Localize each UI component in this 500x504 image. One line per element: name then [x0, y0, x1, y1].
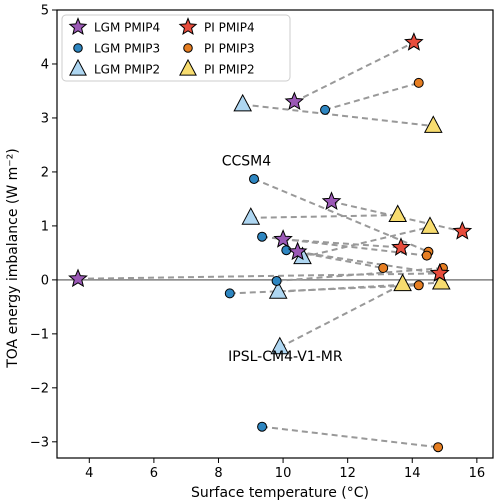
- y-tick-label: 3: [41, 111, 49, 126]
- connector-line: [278, 281, 442, 293]
- lgm-pmip3-point: [257, 421, 268, 432]
- legend-marker: [183, 43, 193, 53]
- connector-line: [229, 284, 419, 295]
- lgm-pmip2-point: [241, 207, 261, 225]
- pi-pmip2-point: [420, 216, 440, 234]
- legend-label: PI PMIP2: [204, 63, 255, 77]
- pi-pmip3-point: [413, 77, 424, 88]
- lgm-pmip3-point: [271, 275, 282, 286]
- lgm-pmip4-point: [321, 191, 342, 210]
- y-axis-title: TOA energy imbalance (W m⁻²): [5, 148, 21, 369]
- connector-line: [324, 81, 419, 111]
- lgm-pmip4-point: [287, 241, 308, 261]
- plot-area: 4 6 8 10 12 14 16−3−2−1012345CCSM4IPSL-CM4-V1-…: [30, 4, 494, 481]
- pi-pmip4-point: [404, 32, 424, 51]
- lgm-pmip3-point: [224, 288, 235, 299]
- lgm-pmip2-point: [268, 281, 288, 299]
- pi-pmip2-point: [388, 204, 408, 222]
- legend-marker: [179, 58, 197, 76]
- pi-pmip3-point: [378, 263, 389, 274]
- x-tick-label: 4: [85, 466, 93, 481]
- legend-marker: [68, 17, 88, 35]
- y-tick-label: 1: [41, 219, 49, 234]
- lgm-pmip4-point: [284, 91, 305, 111]
- axes-frame: [56, 9, 494, 459]
- legend-marker: [178, 17, 198, 35]
- legend-label: LGM PMIP4: [94, 21, 160, 35]
- connector-line: [286, 249, 384, 269]
- legend-label: LGM PMIP3: [94, 42, 160, 56]
- legend-label: PI PMIP3: [204, 42, 255, 56]
- legend-label: LGM PMIP2: [94, 63, 160, 77]
- connector-line: [297, 250, 440, 275]
- pi-pmip4-point: [452, 220, 473, 240]
- connector-line: [293, 41, 415, 103]
- annotation-label: IPSL-CM4-V1-MR: [228, 349, 343, 365]
- legend-marker: [69, 58, 87, 76]
- lgm-pmip3-point: [257, 231, 268, 242]
- connector-line: [276, 267, 444, 282]
- connector-line: [250, 214, 398, 219]
- lgm-pmip2-point: [233, 93, 253, 112]
- x-tick-label: 16: [469, 466, 486, 481]
- x-axis-title: Surface temperature (°C): [191, 485, 369, 501]
- y-tick-label: 5: [41, 4, 49, 19]
- y-tick-label: 2: [41, 165, 49, 180]
- lgm-pmip2-point: [270, 336, 290, 355]
- pi-pmip4-point: [429, 263, 450, 282]
- x-tick-label: 12: [339, 466, 356, 481]
- connector-line: [331, 200, 463, 233]
- pi-pmip3-point: [413, 280, 424, 291]
- x-tick-label: 10: [275, 466, 292, 481]
- pi-pmip3-point: [433, 442, 444, 453]
- lgm-pmip4-point: [68, 268, 88, 288]
- connector-line: [261, 235, 427, 257]
- lgm-pmip3-point: [320, 104, 331, 115]
- y-tick-label: 0: [41, 273, 49, 288]
- y-tick-label: 4: [41, 57, 49, 72]
- pi-pmip2-point: [423, 115, 443, 133]
- connector-line: [77, 272, 440, 280]
- pi-pmip4-point: [391, 237, 411, 256]
- y-tick-label: −2: [30, 381, 49, 396]
- y-tick-label: −3: [30, 435, 49, 450]
- pi-pmip3-point: [421, 250, 432, 261]
- legend-marker: [73, 43, 83, 53]
- legend-label: PI PMIP4: [204, 21, 255, 35]
- x-tick-label: 14: [404, 466, 421, 481]
- pi-pmip2-point: [393, 273, 412, 292]
- connector-line: [279, 283, 404, 349]
- x-tick-label: 6: [150, 466, 158, 481]
- y-tick-label: −1: [30, 327, 49, 342]
- lgm-pmip3-point: [281, 245, 292, 256]
- connector-line: [242, 103, 434, 128]
- connector-line: [261, 425, 439, 449]
- lgm-pmip3-point: [249, 173, 260, 184]
- connector-line: [302, 226, 431, 259]
- legend: LGM PMIP4 PI PMIP4 LGM PMIP3 PI PMIP3 LGM PM…: [61, 14, 291, 82]
- annotation-label: CCSM4: [222, 153, 272, 169]
- x-tick-label: 8: [214, 466, 222, 481]
- lgm-pmip4-point: [273, 229, 293, 248]
- legend-box: [61, 14, 291, 82]
